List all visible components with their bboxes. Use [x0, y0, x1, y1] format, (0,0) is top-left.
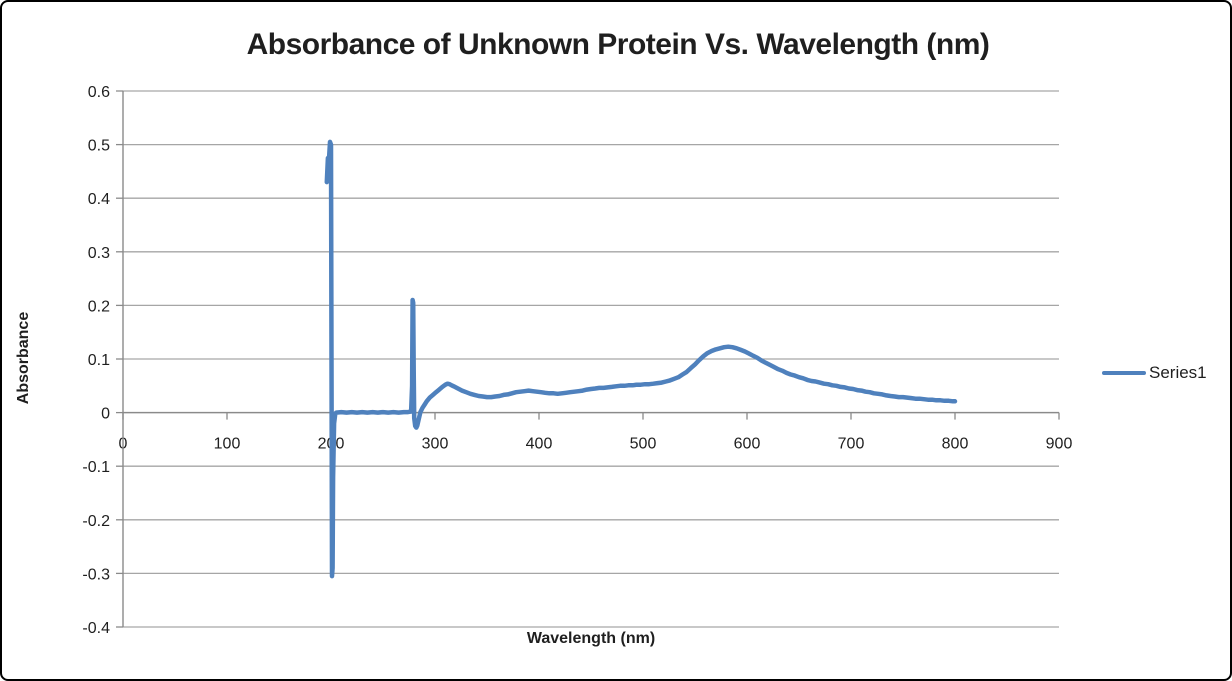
y-tick-label: -0.4 [82, 620, 110, 637]
x-tick-label: 700 [838, 436, 865, 453]
y-tick-label: -0.3 [82, 566, 110, 583]
x-tick-label: 800 [942, 436, 969, 453]
x-tick-label: 300 [422, 436, 449, 453]
x-tick-label: 900 [1046, 436, 1073, 453]
y-tick-label: 0.4 [88, 191, 110, 208]
y-tick-label: 0.2 [88, 298, 110, 315]
y-tick-label: -0.2 [82, 513, 110, 530]
x-tick-label: 600 [734, 436, 761, 453]
y-tick-label: 0.6 [88, 84, 110, 101]
y-tick-label: 0.1 [88, 352, 110, 369]
legend-line-swatch [1102, 371, 1146, 375]
legend-series-label: Series1 [1149, 363, 1207, 382]
x-axis-title: Wavelength (nm) [526, 630, 656, 647]
y-tick-label: 0.3 [88, 245, 110, 262]
legend: Series1 [1102, 363, 1207, 383]
y-tick-label: 0.5 [88, 138, 110, 155]
y-tick-label: 0 [101, 406, 110, 423]
series-line [324, 139, 958, 579]
x-tick-label: 400 [526, 436, 553, 453]
chart-title: Absorbance of Unknown Protein Vs. Wavele… [246, 28, 990, 61]
x-tick-label: 500 [630, 436, 657, 453]
x-tick-label: 100 [214, 436, 241, 453]
y-tick-label: -0.1 [82, 459, 110, 476]
